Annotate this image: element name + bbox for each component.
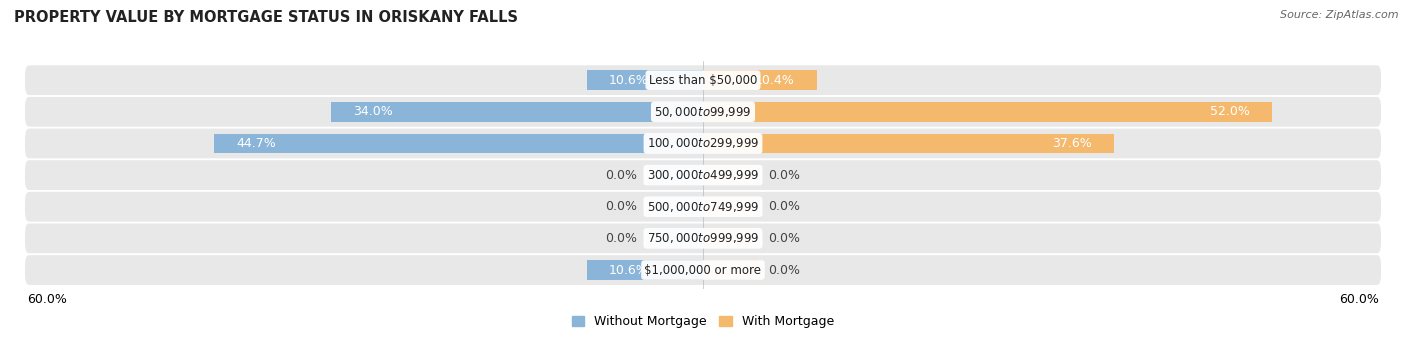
FancyBboxPatch shape	[25, 160, 1381, 190]
Bar	[703, 228, 758, 248]
Text: 0.0%: 0.0%	[769, 200, 800, 213]
Text: 34.0%: 34.0%	[353, 105, 392, 118]
Text: Source: ZipAtlas.com: Source: ZipAtlas.com	[1281, 10, 1399, 20]
Text: PROPERTY VALUE BY MORTGAGE STATUS IN ORISKANY FALLS: PROPERTY VALUE BY MORTGAGE STATUS IN ORI…	[14, 10, 517, 25]
Bar	[648, 197, 703, 217]
FancyBboxPatch shape	[25, 97, 1381, 127]
Text: 0.0%: 0.0%	[769, 232, 800, 245]
Bar	[703, 102, 1271, 122]
Text: 52.0%: 52.0%	[1211, 105, 1250, 118]
Bar	[703, 134, 1114, 153]
Bar	[588, 260, 703, 280]
Bar	[703, 70, 817, 90]
Bar	[332, 102, 703, 122]
Text: $50,000 to $99,999: $50,000 to $99,999	[654, 105, 752, 119]
FancyBboxPatch shape	[25, 223, 1381, 253]
FancyBboxPatch shape	[25, 192, 1381, 222]
Text: 0.0%: 0.0%	[606, 169, 637, 182]
Text: 10.6%: 10.6%	[609, 264, 648, 276]
Bar	[648, 228, 703, 248]
FancyBboxPatch shape	[25, 129, 1381, 158]
FancyBboxPatch shape	[25, 255, 1381, 285]
Text: Less than $50,000: Less than $50,000	[648, 74, 758, 87]
Text: 0.0%: 0.0%	[606, 232, 637, 245]
Text: $100,000 to $299,999: $100,000 to $299,999	[647, 136, 759, 151]
Text: $500,000 to $749,999: $500,000 to $749,999	[647, 200, 759, 214]
Bar	[648, 165, 703, 185]
Text: $1,000,000 or more: $1,000,000 or more	[644, 264, 762, 276]
Text: 0.0%: 0.0%	[606, 200, 637, 213]
Text: 44.7%: 44.7%	[236, 137, 276, 150]
Bar	[703, 260, 758, 280]
Text: 37.6%: 37.6%	[1053, 137, 1092, 150]
Bar	[703, 197, 758, 217]
Text: 10.4%: 10.4%	[755, 74, 794, 87]
Text: 0.0%: 0.0%	[769, 169, 800, 182]
FancyBboxPatch shape	[25, 65, 1381, 95]
Legend: Without Mortgage, With Mortgage: Without Mortgage, With Mortgage	[567, 310, 839, 333]
Bar	[214, 134, 703, 153]
Text: $300,000 to $499,999: $300,000 to $499,999	[647, 168, 759, 182]
Bar	[703, 165, 758, 185]
Text: 0.0%: 0.0%	[769, 264, 800, 276]
Text: $750,000 to $999,999: $750,000 to $999,999	[647, 232, 759, 245]
Bar	[588, 70, 703, 90]
Text: 10.6%: 10.6%	[609, 74, 648, 87]
